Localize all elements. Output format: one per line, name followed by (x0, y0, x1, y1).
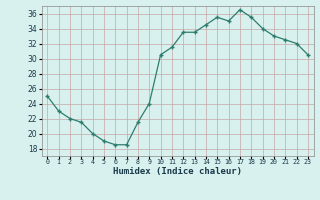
X-axis label: Humidex (Indice chaleur): Humidex (Indice chaleur) (113, 167, 242, 176)
